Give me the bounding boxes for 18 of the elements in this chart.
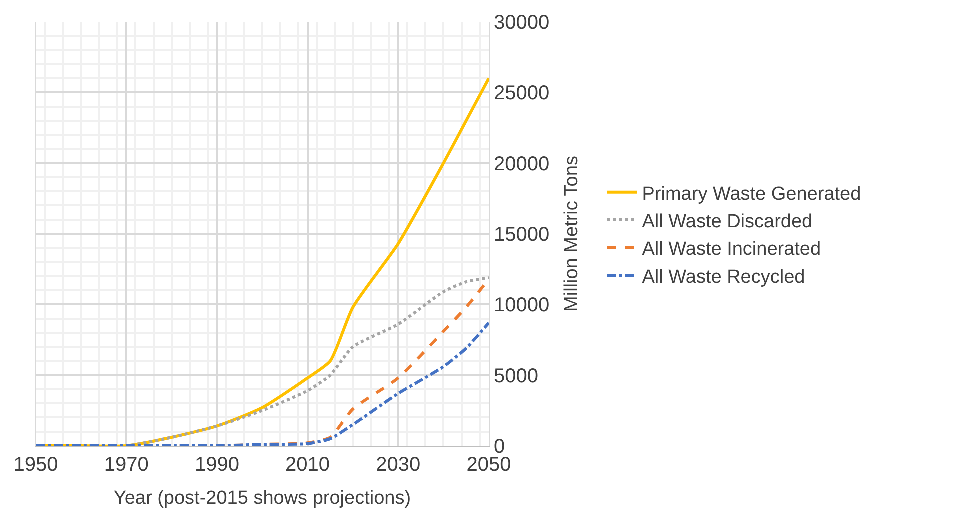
y-tick-label: 20000 <box>494 153 550 176</box>
x-tick-label: 2030 <box>376 454 421 476</box>
y-axis-title: Million Metric Tons <box>561 156 582 312</box>
legend-label: Primary Waste Generated <box>642 184 862 205</box>
x-tick-label: 1990 <box>194 454 240 476</box>
x-tick-label: 1970 <box>104 454 149 476</box>
y-tick-label: 15000 <box>494 224 550 246</box>
legend-label: All Waste Incinerated <box>642 239 822 260</box>
y-tick-label: 5000 <box>494 365 538 388</box>
legend-label: All Waste Discarded <box>642 211 813 232</box>
y-tick-label: 30000 <box>494 12 550 34</box>
x-tick-label: 1950 <box>14 454 58 476</box>
legend-label: All Waste Recycled <box>642 266 806 288</box>
y-tick-label: 25000 <box>494 82 550 105</box>
x-tick-label: 2010 <box>286 454 330 476</box>
line-series <box>36 322 489 446</box>
y-tick-label: 10000 <box>494 294 550 317</box>
x-axis-title: Year (post-2015 shows projections) <box>114 488 412 509</box>
